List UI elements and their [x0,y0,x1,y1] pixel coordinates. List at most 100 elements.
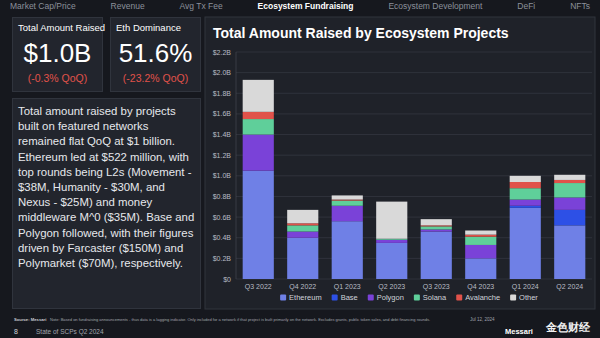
nav-tab[interactable]: Ecosystem Fundraising [258,0,354,13]
grid-line [236,52,592,53]
bar-segment [243,119,274,134]
bar-segment [554,197,585,209]
bar-segment [287,225,318,231]
kpi-box: Eth Dominance51.6%(-23.2% QoQ) [110,17,201,92]
nav-tab[interactable]: Market Cap/Price [10,0,76,13]
bar-segment [421,219,452,225]
legend-label: Ethereum [289,293,322,302]
x-tick-label: Q4 2023 [467,283,494,291]
bar-segment [243,80,274,112]
kpi-change: (-0.3% QoQ) [13,72,102,84]
legend-swatch [280,295,286,301]
report-title: State of SCPs Q2 2024 [36,328,104,336]
page: Total Amount Raised by Ecosystem Project… [0,0,600,338]
x-tick-label: Q4 2022 [289,283,316,291]
bars [243,80,586,279]
bar-segment [510,208,541,279]
grid-line [236,155,592,156]
y-tick-label: $1.8B [213,90,232,97]
bar-segment [554,210,585,225]
bar-segment [554,180,585,183]
y-tick-label: $2.2B [213,49,232,56]
bar-segment [243,135,274,171]
bar-segment [287,210,318,223]
bar-segment [465,235,496,237]
bar-segment [421,229,452,231]
legend-item: Ethereum [280,293,322,302]
bar-segment [510,182,541,188]
kpi-value: $1.0B [13,38,102,69]
note: Note: Based on fundraising announcements… [50,317,430,322]
brand: Messari [505,327,533,336]
nav-tab[interactable]: NFTs [570,0,590,13]
legend-item: Other [510,293,538,302]
kpi-box: Total Amount Raised $1.0B (-0.3% QoQ) [12,17,103,92]
bar-segment [376,243,407,279]
y-axis [236,52,237,279]
source: Source: Messari [14,317,46,322]
bar-segment [332,195,363,199]
x-tick-label: Q1 2023 [334,283,361,291]
bar-segment [243,112,274,119]
legend-item: Solana [414,293,447,302]
nav-tab[interactable]: Ecosystem Development [388,0,482,13]
nav-tab[interactable]: Avg Tx Fee [180,0,223,13]
legend-label: Solana [423,293,447,302]
bar-segment [243,171,274,279]
nav-tab[interactable]: Revenue [111,0,145,13]
legend-swatch [368,295,374,301]
y-tick-label: $0.4B [213,234,232,241]
legend-swatch [332,295,338,301]
grid-line [236,113,592,114]
bar-segment [376,239,407,240]
y-tick-label: $0.2B [213,255,232,262]
y-tick-label: $1.6B [213,110,232,117]
chart-title: Total Amount Raised by Ecosystem Project… [213,25,509,41]
bar-segment [510,188,541,199]
page-number: 8 [14,328,18,335]
x-tick-label: Q1 2024 [512,283,539,291]
x-tick-label: Q3 2022 [245,283,272,291]
x-tick-label: Q3 2023 [423,283,450,291]
y-tick-label: $2.0B [213,69,232,76]
nav-bar: Market Cap/Price Revenue Avg Tx Fee Ecosyst… [0,0,600,13]
bar-segment [510,206,541,208]
legend: EthereumBasePolygonSolanaAvalancheOther [280,293,538,302]
legend-swatch [510,295,516,301]
bar-segment [554,183,585,197]
legend-label: Avalanche [465,293,500,302]
grid [236,52,592,279]
chart-panel [205,17,595,309]
grid-line [236,93,592,94]
bar-segment [376,202,407,239]
bar-segment [510,200,541,206]
bar-segment [287,238,318,279]
bar-segment [332,221,363,279]
grid-line [236,72,592,73]
bar-segment [332,200,363,201]
bar-segment [376,240,407,243]
kpi-label: Total Amount Raised [18,22,105,33]
y-tick-label: $0.8B [213,193,232,200]
bar-segment [554,175,585,180]
legend-item: Avalanche [456,293,500,302]
legend-label: Base [341,293,358,302]
bar-segment [421,225,452,226]
legend-swatch [456,295,462,301]
bar-segment [465,237,496,245]
y-tick-label: $0.6B [213,214,232,221]
nav-tab[interactable]: DeFi [517,0,535,13]
bar-segment [465,258,496,279]
bar-segment [332,206,363,221]
bar-segment [554,225,585,279]
legend-item: Base [332,293,358,302]
y-tick-label: $1.4B [213,131,232,138]
bar-segment [421,232,452,279]
bar-segment [421,226,452,229]
description-box: Total amount raised by projects built on… [12,98,201,309]
x-tick-label: Q2 2023 [378,283,405,291]
y-tick-label: $1.2B [213,152,232,159]
kpi-value: 51.6% [111,38,200,69]
bar-segment [287,223,318,225]
bar-segment [465,245,496,258]
